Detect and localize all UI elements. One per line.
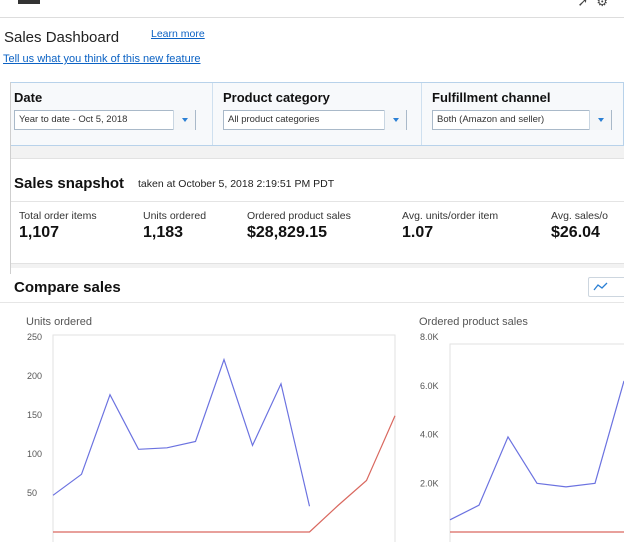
- divider: [0, 302, 624, 303]
- snapshot-title: Sales snapshot: [14, 175, 125, 192]
- chevron-down-icon[interactable]: [384, 110, 406, 130]
- metric-avg-units-per-order-item: Avg. units/order item 1.07: [402, 210, 498, 242]
- metric-value: 1,183: [143, 224, 184, 241]
- units-ordered-chart: Units ordered 250 200 150 100 50: [26, 316, 396, 542]
- y-tick-label: 4.0K: [420, 430, 439, 440]
- date-select-value: Year to date - Oct 5, 2018: [19, 114, 128, 125]
- y-tick-label: 6.0K: [420, 381, 439, 391]
- filter-bar: Date Year to date - Oct 5, 2018 Product …: [3, 82, 624, 146]
- line-chart-icon: [593, 282, 608, 291]
- y-tick-label: 50: [27, 488, 37, 498]
- chart-title: Ordered product sales: [419, 316, 528, 328]
- y-tick-label: 150: [27, 410, 42, 420]
- filter-product-category: Product category All product categories: [212, 83, 421, 145]
- metric-label: Avg. units/order item: [402, 210, 499, 222]
- y-tick-label: 200: [27, 371, 42, 381]
- chevron-down-icon[interactable]: [173, 110, 195, 130]
- y-tick-label: 2.0K: [420, 478, 439, 488]
- toolbar-icons[interactable]: ➚⚙: [577, 0, 616, 9]
- snapshot-timestamp: taken at October 5, 2018 2:19:51 PM PDT: [138, 178, 335, 190]
- series-line-2: [53, 415, 396, 533]
- fulfillment-channel-select[interactable]: Both (Amazon and seller): [432, 110, 612, 130]
- dashboard-header: Sales Dashboard Learn more Tell us what …: [0, 18, 624, 82]
- product-category-value: All product categories: [228, 114, 320, 125]
- filter-label: Fulfillment channel: [432, 90, 551, 105]
- filter-label: Date: [14, 90, 43, 105]
- product-category-select[interactable]: All product categories: [223, 110, 407, 130]
- chart-title: Units ordered: [26, 316, 92, 328]
- left-edge-panel: [0, 82, 11, 274]
- feedback-link[interactable]: Tell us what you think of this new featu…: [3, 53, 201, 65]
- metric-avg-sales-per-order-item: Avg. sales/o $26.04: [551, 210, 608, 242]
- metric-units-ordered: Units ordered 1,183: [143, 210, 206, 242]
- metric-label: Ordered product sales: [247, 210, 351, 222]
- chevron-down-icon[interactable]: [589, 110, 611, 130]
- ordered-product-sales-chart: Ordered product sales 8.0K 6.0K 4.0K 2.0K: [419, 316, 624, 542]
- metric-value: 1.07: [402, 224, 434, 241]
- plot-area: [52, 334, 396, 542]
- y-tick-label: 250: [27, 332, 42, 342]
- plot-area: [449, 343, 624, 542]
- metric-value: 1,107: [19, 224, 60, 241]
- sales-snapshot: Sales snapshot taken at October 5, 2018 …: [0, 158, 624, 264]
- filter-date: Date Year to date - Oct 5, 2018: [4, 83, 212, 145]
- metric-ordered-product-sales: Ordered product sales $28,829.15: [247, 210, 351, 242]
- compare-sales-panel: Compare sales Units ordered 250 200 150 100…: [0, 268, 624, 542]
- filter-fulfillment-channel: Fulfillment channel Both (Amazon and sel…: [421, 83, 624, 145]
- metric-value: $26.04: [551, 224, 600, 241]
- menu-icon[interactable]: [18, 0, 40, 4]
- metric-label: Avg. sales/o: [551, 210, 609, 222]
- metric-value: $28,829.15: [247, 224, 328, 241]
- y-tick-label: 8.0K: [420, 332, 439, 342]
- learn-more-link[interactable]: Learn more: [151, 28, 205, 40]
- compare-sales-title: Compare sales: [14, 279, 121, 296]
- top-nav-bar: ➚⚙: [0, 0, 624, 18]
- date-select[interactable]: Year to date - Oct 5, 2018: [14, 110, 196, 130]
- chart-view-button[interactable]: [588, 277, 624, 297]
- filter-label: Product category: [223, 90, 330, 105]
- metric-total-order-items: Total order items 1,107: [19, 210, 97, 242]
- page-title: Sales Dashboard: [4, 29, 120, 46]
- series-line-1: [449, 380, 624, 521]
- divider: [0, 201, 624, 202]
- metric-label: Total order items: [19, 210, 97, 222]
- y-tick-label: 100: [27, 449, 42, 459]
- metric-label: Units ordered: [143, 210, 207, 222]
- series-line-1: [52, 357, 311, 507]
- fulfillment-channel-value: Both (Amazon and seller): [437, 114, 545, 125]
